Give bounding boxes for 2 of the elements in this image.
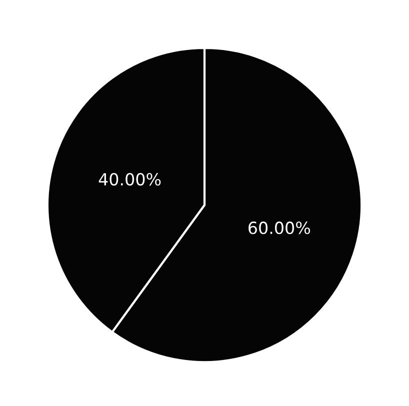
data-label: 40.00% — [98, 172, 161, 186]
data-label: 60.00% — [248, 222, 310, 234]
